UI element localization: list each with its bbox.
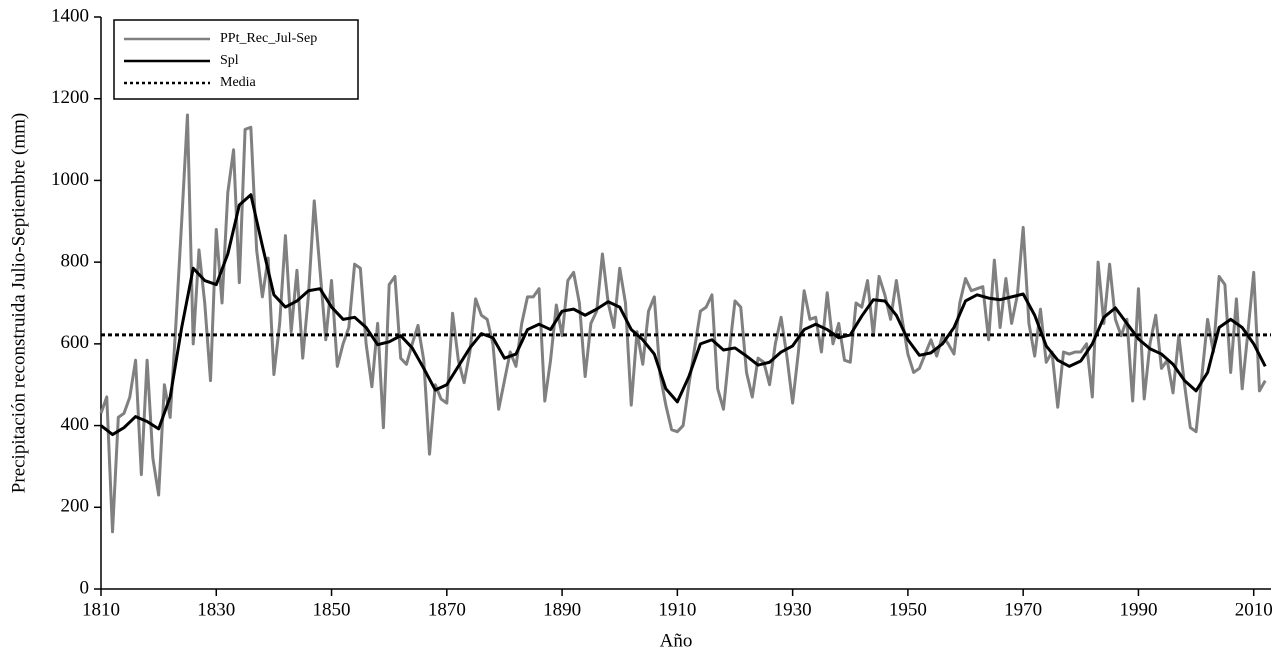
x-tick-label: 1930	[774, 599, 812, 620]
x-tick-label: 1850	[313, 599, 351, 620]
legend-box	[113, 19, 359, 100]
y-axis-title: Precipitación reconstruida Julio-Septiem…	[8, 113, 29, 493]
y-tick-label: 800	[61, 251, 90, 272]
x-tick-label: 1890	[543, 599, 581, 620]
x-tick-label: 1810	[82, 599, 120, 620]
x-tick-label: 2010	[1235, 599, 1273, 620]
x-axis-title: Año	[660, 630, 693, 651]
x-tick-label: 1870	[428, 599, 466, 620]
y-tick-label: 400	[61, 414, 90, 435]
x-tick-label: 1910	[658, 599, 696, 620]
y-tick-label: 0	[80, 577, 90, 598]
legend-label: Spl	[220, 53, 239, 68]
series-line	[99, 113, 1267, 534]
x-tick-label: 1950	[889, 599, 927, 620]
y-tick-label: 600	[61, 332, 90, 353]
x-tick-label: 1830	[197, 599, 235, 620]
y-tick-label: 1000	[51, 169, 89, 190]
legend-label: Media	[220, 75, 257, 90]
x-tick-label: 1990	[1119, 599, 1157, 620]
y-tick-label: 1400	[51, 5, 89, 26]
y-tick-label: 200	[61, 496, 90, 517]
series-line	[100, 193, 1267, 437]
x-tick-label: 1970	[1004, 599, 1042, 620]
y-tick-label: 1200	[51, 87, 89, 108]
legend-label: PPt_Rec_Jul-Sep	[220, 31, 317, 46]
